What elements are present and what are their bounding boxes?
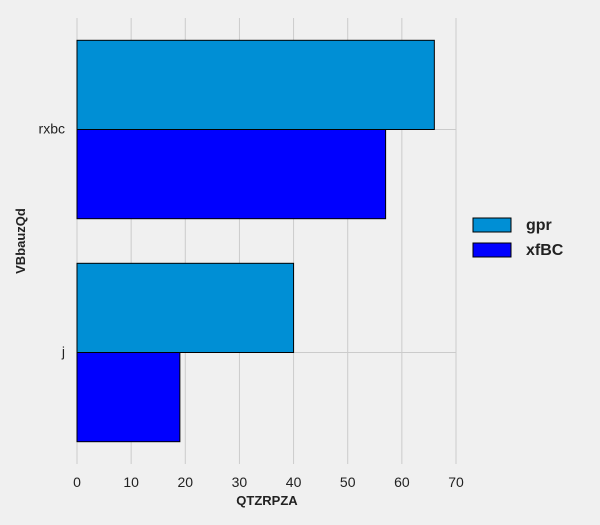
x-axis-ticks: 0 10 20 30 40 50 60 70 (73, 474, 464, 490)
y-axis-title: VBbauzQd (13, 208, 28, 274)
legend: gpr xfBC (472, 217, 564, 259)
x-axis-title: QTZRPZA (236, 493, 298, 508)
x-tick-label: 10 (123, 474, 139, 490)
x-tick-label: 60 (394, 474, 410, 490)
y-tick-label: rxbc (39, 121, 65, 137)
legend-label: xfBC (526, 242, 564, 259)
x-tick-label: 70 (448, 474, 464, 490)
legend-swatch (472, 217, 512, 233)
y-axis-ticks: rxbc j (39, 121, 65, 360)
x-tick-label: 50 (340, 474, 356, 490)
x-tick-label: 30 (232, 474, 248, 490)
bar (76, 352, 181, 443)
x-tick-label: 40 (286, 474, 302, 490)
y-tick-label: j (61, 344, 65, 360)
bar (76, 129, 387, 220)
legend-label: gpr (526, 217, 552, 234)
x-tick-label: 0 (73, 474, 81, 490)
legend-swatch (472, 242, 512, 258)
bar (76, 39, 435, 130)
bars (76, 39, 435, 443)
bar (76, 262, 295, 353)
x-tick-label: 20 (177, 474, 193, 490)
